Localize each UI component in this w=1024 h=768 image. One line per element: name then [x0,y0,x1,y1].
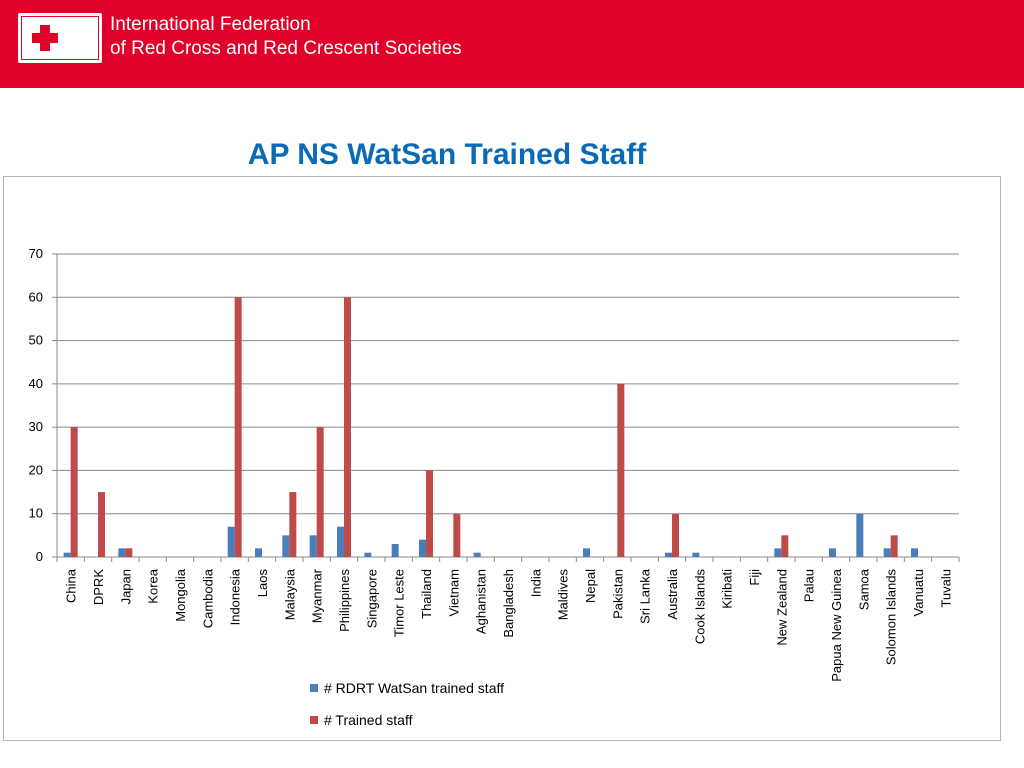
chart-frame: 0 10 20 30 40 50 60 70 China DPRK Japan Korea Mongol… [3,176,1001,741]
x-tick-label: Timor Leste [392,569,407,637]
x-tick-label: China [64,568,79,603]
x-tick-label: Indonesia [228,568,243,625]
bar-trained [453,513,461,557]
bar-chart: 0 10 20 30 40 50 60 70 China DPRK Japan Korea Mongol… [29,246,960,728]
x-tick-label: Bangladesh [501,569,516,638]
x-tick-label: Fiji [747,569,762,586]
bar-rdrt [63,552,71,557]
x-tick-label: Australia [665,568,680,619]
slide-title: AP NS WatSan Trained Staff [247,138,647,171]
bar-rdrt [282,535,290,557]
bar-rdrt [473,552,481,557]
cross-vertical [40,25,50,51]
x-tick-label: Sri Lanka [638,568,653,624]
x-tick-label: Laos [255,569,270,598]
x-tick-label: Cambodia [200,568,215,628]
x-tick-label: Nepal [583,569,598,603]
x-tick-label: Solomon Islands [884,569,899,666]
bar-trained [617,383,625,557]
x-tick-label: Myanmar [310,568,325,623]
legend-label: # Trained staff [324,712,413,728]
bar-rdrt [856,513,864,557]
bar-trained [426,470,433,557]
x-tick-label: Samoa [856,568,871,610]
bar-trained [70,427,78,557]
bar-trained [781,535,789,557]
x-tick-label: New Zealand [774,569,789,646]
bar-rdrt [364,552,372,557]
bar-rdrt [774,548,782,557]
y-tick-label: 50 [29,333,43,348]
bar-rdrt [309,535,317,557]
x-tick-label: Pakistan [610,569,625,619]
bar-rdrt [255,548,262,557]
y-tick-label: 20 [29,462,43,477]
bar-rdrt [665,552,672,557]
x-tick-label: Palau [802,569,817,602]
x-tick-label: India [528,568,543,597]
bar-rdrt [692,552,700,557]
x-tick-label: Vietnam [446,569,461,616]
crescent-shape [70,24,84,52]
x-tick-label: Mongolia [173,568,188,622]
x-tick-label: Thailand [419,569,434,619]
bar-trained [344,297,351,557]
y-tick-label: 60 [29,289,43,304]
bar-rdrt [583,548,590,557]
x-tick-label: Singapore [364,569,379,628]
org-name: International Federation of Red Cross an… [110,13,462,61]
ifrc-logo [18,13,102,63]
bar-rdrt [118,548,126,557]
x-tick-label: Maldives [556,569,571,621]
x-tick-label: Malaysia [282,568,297,620]
y-tick-label: 0 [36,549,43,564]
bar-rdrt [391,544,399,557]
bar-rdrt [883,548,891,557]
legend-label: # RDRT WatSan trained staff [324,680,504,696]
x-tick-label: Cook Islands [692,569,707,645]
y-tick-label: 40 [29,376,43,391]
bar-trained [672,513,679,557]
bar-rdrt [911,548,918,557]
x-tick-label: Kiribati [720,569,735,609]
red-cross-crescent-icon [32,24,84,52]
x-tick-label: Vanuatu [911,569,926,616]
bar-trained [890,535,898,557]
bar-trained [234,297,242,557]
header-band: International Federation of Red Cross an… [0,0,1024,88]
bar-rdrt [419,539,426,557]
x-tick-label: Korea [146,568,161,603]
x-tick-label: Japan [118,569,133,604]
org-name-line2: of Red Cross and Red Crescent Societies [110,38,462,59]
bar-rdrt [337,526,344,557]
bar-trained [289,492,297,557]
bar-rdrt [227,526,235,557]
x-tick-label: Papua New Guinea [829,568,844,682]
bar-trained [98,492,105,557]
legend-swatch [310,716,318,724]
x-tick-label: DPRK [91,569,106,605]
bar-trained [125,548,133,557]
legend-swatch [310,684,318,692]
logo-frame [21,16,99,60]
x-tick-label: Aghanistan [474,569,489,634]
y-tick-label: 10 [29,506,43,521]
x-tick-label: Tuvalu [938,569,953,608]
y-tick-label: 30 [29,419,43,434]
y-tick-label: 70 [29,246,43,261]
org-name-line1: International Federation [110,14,311,35]
bar-rdrt [829,548,836,557]
bar-trained [316,427,324,557]
x-tick-label: Philippines [337,569,352,632]
